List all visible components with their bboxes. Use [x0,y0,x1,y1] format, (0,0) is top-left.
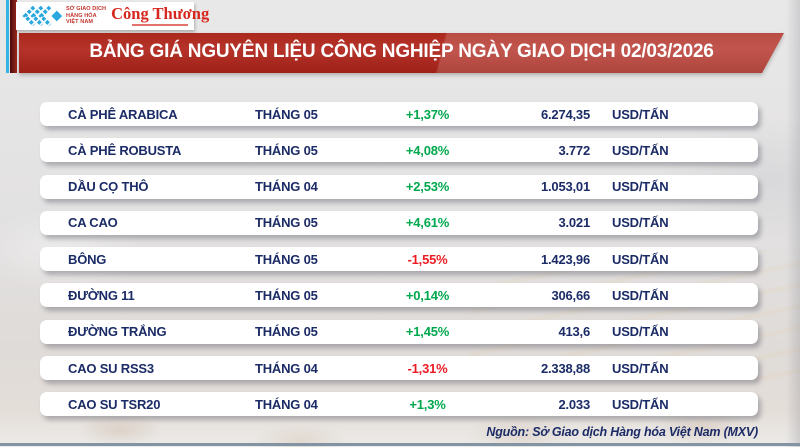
commodity-name: BÔNG [68,251,107,267]
mxv-chevron-diamonds-icon [22,5,62,27]
commodity-name: CAO SU TSR20 [68,396,161,412]
bottom-border-strip [0,443,800,446]
price-value: 306,66 [551,287,590,303]
percent-change: +1,3% [409,396,446,412]
commodity-name: CA CAO [68,215,118,231]
price-value: 6.274,35 [540,106,590,122]
table-row: ĐƯỜNG TRẮNG THÁNG 05 +1,45% 413,6 USD/TẤ… [40,319,758,344]
price-value: 1.423,96 [540,251,590,267]
percent-change: +4,08% [405,142,450,158]
percent-change: +2,53% [405,179,450,195]
congthuong-tagline [132,24,189,26]
percent-change: +1,37% [405,106,450,122]
price-unit: USD/TẤN [612,251,669,267]
price-value: 413,6 [558,324,590,340]
price-unit: USD/TẤN [612,106,669,122]
mxv-logo-line2: HÀNG HÓA [66,12,97,19]
mxv-logo-text: SỞ GIAO DỊCH HÀNG HÓA VIỆT NAM [66,6,106,26]
price-unit: USD/TẤN [612,324,669,340]
left-accent-cyan-stripe [6,0,9,73]
contract-month: THÁNG 04 [255,179,318,195]
table-row: CAO SU TSR20 THÁNG 04 +1,3% 2.033 USD/TẤ… [40,392,758,417]
percent-change: +0,14% [405,287,450,303]
price-value: 2.033 [558,396,590,412]
mxv-logo-line3: VIỆT NAM [66,19,94,26]
price-value: 3.772 [558,142,590,158]
price-unit: USD/TẤN [612,360,669,376]
header-logo-bar: SỞ GIAO DỊCH HÀNG HÓA VIỆT NAM Công Thươ… [16,2,209,30]
percent-change: +4,61% [405,215,450,231]
contract-month: THÁNG 05 [255,106,318,122]
percent-change: +1,45% [405,324,450,340]
table-row: DẦU CỌ THÔ THÁNG 04 +2,53% 1.053,01 USD/… [40,174,758,199]
source-caption: Nguồn: Sở Giao dịch Hàng hóa Việt Nam (M… [486,425,758,439]
title-banner: BẢNG GIÁ NGUYÊN LIỆU CÔNG NGHIỆP NGÀY GI… [19,33,784,73]
price-unit: USD/TẤN [612,179,669,195]
congthuong-wordmark: Công Thương [111,4,210,23]
percent-change: -1,55% [407,251,448,267]
commodity-name: DẦU CỌ THÔ [68,179,149,195]
left-accent-maroon-stripe [10,0,17,73]
page-title: BẢNG GIÁ NGUYÊN LIỆU CÔNG NGHIỆP NGÀY GI… [89,41,714,62]
table-row: CA CAO THÁNG 05 +4,61% 3.021 USD/TẤN [40,210,758,235]
price-value: 2.338,88 [540,360,590,376]
table-row: BÔNG THÁNG 05 -1,55% 1.423,96 USD/TẤN [40,247,758,272]
commodity-name: ĐƯỜNG 11 [68,287,135,303]
price-unit: USD/TẤN [612,287,669,303]
price-unit: USD/TẤN [612,142,669,158]
contract-month: THÁNG 05 [255,324,318,340]
table-row: CAO SU RSS3 THÁNG 04 -1,31% 2.338,88 USD… [40,356,758,381]
commodity-name: CAO SU RSS3 [68,360,154,376]
contract-month: THÁNG 05 [255,215,318,231]
congthuong-logo: Công Thương [111,4,210,26]
commodity-name: ĐƯỜNG TRẮNG [68,324,167,340]
contract-month: THÁNG 05 [255,142,318,158]
mxv-logo-line1: SỞ GIAO DỊCH [66,6,107,13]
commodity-name: CÀ PHÊ ROBUSTA [68,142,182,158]
percent-change: -1,31% [407,360,448,376]
contract-month: THÁNG 04 [255,396,318,412]
price-unit: USD/TẤN [612,396,669,412]
contract-month: THÁNG 05 [255,287,318,303]
price-table: CÀ PHÊ ARABICA THÁNG 05 +1,37% 6.274,35 … [40,102,758,429]
table-row: ĐƯỜNG 11 THÁNG 05 +0,14% 306,66 USD/TẤN [40,283,758,308]
title-banner-wrap: BẢNG GIÁ NGUYÊN LIỆU CÔNG NGHIỆP NGÀY GI… [19,33,784,73]
price-value: 1.053,01 [540,179,590,195]
contract-month: THÁNG 05 [255,251,318,267]
contract-month: THÁNG 04 [255,360,318,376]
commodity-name: CÀ PHÊ ARABICA [68,106,178,122]
right-edge-shade [786,0,800,447]
table-row: CÀ PHÊ ROBUSTA THÁNG 05 +4,08% 3.772 USD… [40,138,758,163]
price-value: 3.021 [558,215,590,231]
table-row: CÀ PHÊ ARABICA THÁNG 05 +1,37% 6.274,35 … [40,102,758,126]
price-unit: USD/TẤN [612,215,669,231]
